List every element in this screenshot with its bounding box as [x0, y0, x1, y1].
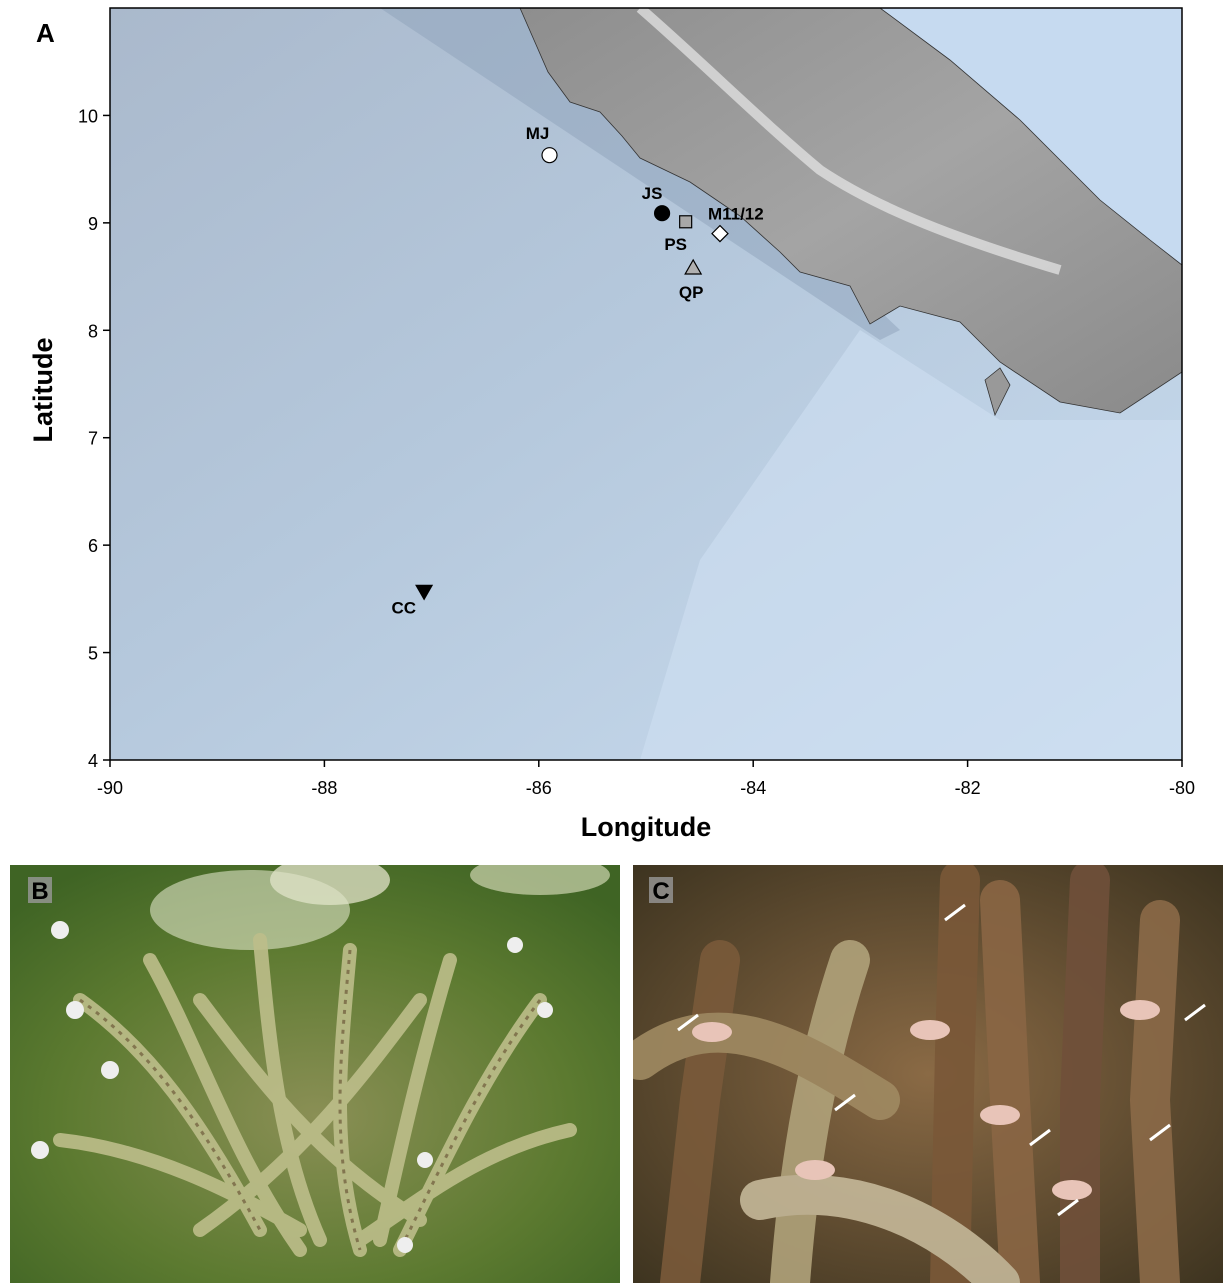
site-marker	[655, 206, 670, 221]
figure: -90 -88 -86 -84 -82 -80 4 5 6 7 8 9 10 MJ JS PS M11/12 Q…	[0, 0, 1223, 1283]
panel-label: C	[652, 878, 669, 905]
y-tick-label: 6	[88, 536, 98, 556]
site-marker	[680, 216, 692, 228]
y-tick-label: 5	[88, 644, 98, 664]
site-label: PS	[664, 235, 687, 254]
y-tick-label: 4	[88, 751, 98, 771]
y-tick-label: 10	[78, 106, 98, 126]
x-tick-label: -86	[526, 778, 552, 798]
photo-c	[633, 865, 1223, 1283]
photo-b	[10, 855, 620, 1283]
site-label: MJ	[526, 124, 550, 143]
site-label: JS	[642, 184, 663, 203]
x-tick-label: -84	[740, 778, 766, 798]
site-marker	[542, 148, 557, 163]
map-background	[110, 8, 1182, 760]
site-label: CC	[392, 598, 417, 617]
panel-label: A	[36, 18, 55, 48]
site-label: QP	[679, 283, 704, 302]
y-tick-label: 8	[88, 321, 98, 341]
y-axis-label: Latitude	[28, 338, 58, 443]
x-axis-label: Longitude	[581, 812, 711, 842]
x-tick-label: -82	[955, 778, 981, 798]
x-tick-label: -88	[311, 778, 337, 798]
x-tick-label: -90	[97, 778, 123, 798]
site-label: M11/12	[708, 205, 764, 224]
y-tick-label: 7	[88, 429, 98, 449]
y-tick-label: 9	[88, 214, 98, 234]
panel-label: B	[31, 878, 48, 905]
x-tick-label: -80	[1169, 778, 1195, 798]
